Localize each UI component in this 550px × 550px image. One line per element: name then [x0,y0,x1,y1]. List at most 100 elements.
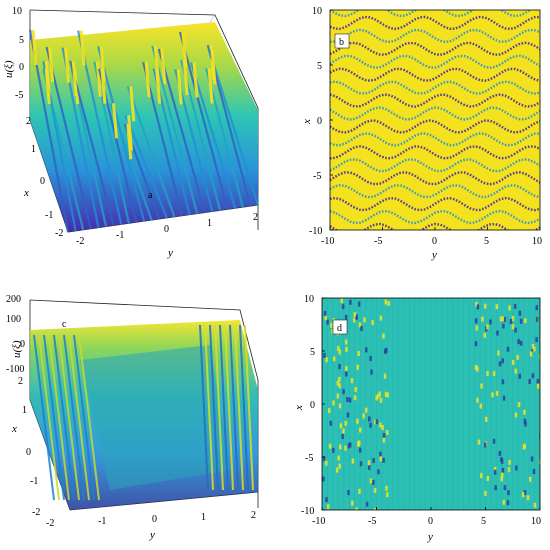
surface-ridge [58,334,80,501]
heat-cell [323,310,327,316]
heat-cell [495,304,499,310]
heat-cell [360,325,363,331]
heat-cell [500,457,503,463]
surface-ridge [199,324,209,491]
heat-cell [325,357,328,363]
heat-cell [477,439,481,445]
surface-ridge [239,324,249,491]
heat-cell [483,442,487,448]
surface-ridge [48,334,70,501]
heat-cell [328,443,332,449]
heat-stripe [330,171,540,186]
surface-ridge [219,324,229,491]
heat-cell [379,397,383,403]
heat-cell [368,416,371,422]
heat-cell [365,501,369,507]
heat-cell [529,351,533,357]
y-axis-label: y [431,249,437,261]
heat-cell [483,332,487,338]
surface-ridge [48,46,55,83]
heat-cell [381,425,384,431]
heat-cell [528,379,531,385]
x-tick: 0 [40,176,45,187]
z-tick: 0 [19,62,24,73]
y-tick: 1 [201,512,206,523]
y-tick: -10 [321,236,334,247]
heat-cell [480,473,483,479]
heat-cell [353,317,356,323]
heat-cell [480,383,483,389]
heat-cell [338,376,341,382]
heat-stripe [330,93,540,108]
heat-cell [367,460,371,466]
heat-cell [511,324,515,330]
heat-cell [369,422,372,428]
heat-cell [486,324,489,330]
heat-cell [501,358,504,364]
heat-cell [357,350,360,356]
x-tick: 1 [31,144,36,155]
heat-cell [336,393,340,399]
heat-cell [383,373,387,379]
heat-cell [358,488,361,494]
heat-cell [387,301,390,307]
heat-cell [500,472,504,478]
y-tick: -2 [76,236,84,247]
heat-cell [486,370,489,376]
heat-cell [501,316,505,322]
x-tick: 5 [310,347,315,358]
heat-cell [514,327,517,333]
heat-cell [342,389,345,395]
heat-cell [367,464,371,470]
heat-cell [524,318,527,324]
heat-cell [523,490,527,496]
heat-cell [372,479,375,485]
surface-ridge [38,334,60,501]
heat-cell [494,485,497,491]
heat-cell [508,459,511,465]
heat-cell [346,412,350,418]
surface-ridge [244,324,254,491]
heat-cell [347,490,350,496]
surface-ridge [79,30,86,66]
heat-cell [336,380,340,386]
panel-c: c 200 100 0 -100 u(ξ) 2 1 0 -1 -2 x -2 -… [6,294,259,541]
heat-cell [522,444,526,450]
heat-cell [483,303,487,309]
y-tick: 2 [251,510,256,521]
heat-cell [491,392,494,398]
heat-stripe [330,145,540,160]
heat-cell [369,478,373,484]
panel-label: b [339,37,344,48]
surface-ridge [53,334,75,501]
heat-cell [358,447,362,453]
heat-cell [531,373,535,379]
heat-cell [363,317,366,323]
surface-valley [124,115,168,219]
heat-cell [382,437,386,443]
surface-ridge [127,115,134,151]
surface-ridge [73,334,95,501]
heat-cell [501,379,505,385]
y-tick: 0 [152,514,157,525]
z-tick: 0 [20,339,25,350]
y-tick: -5 [374,236,382,247]
y-tick: 10 [532,236,542,247]
heat-cell [338,364,341,370]
heat-cell [344,314,348,320]
heat-cell [324,315,327,321]
x-axis-label: x [23,187,29,199]
x-tick: 10 [304,294,314,305]
x-tick: 10 [312,6,322,17]
heat-cell [369,356,372,362]
x-axis-label: x [11,423,17,435]
heat-cell [535,305,539,311]
heat-cell [338,349,341,355]
heat-cell [517,339,520,345]
heat-cell [349,299,352,305]
heat-stripe [330,196,540,212]
heat-cell [538,459,540,465]
panel-label: d [337,323,342,334]
heat-cell [536,383,540,389]
